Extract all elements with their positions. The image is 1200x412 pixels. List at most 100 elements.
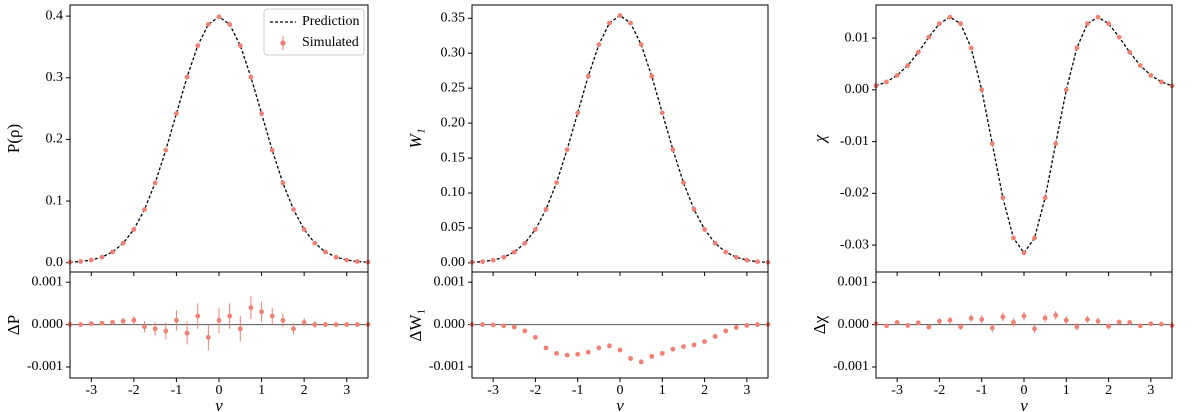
simulated-point — [142, 207, 147, 212]
residual-point — [1011, 320, 1016, 325]
residual-point — [979, 317, 985, 322]
residual-point — [237, 326, 243, 332]
residual-point — [312, 322, 318, 327]
simulated-point — [596, 42, 602, 47]
y-tick-label: 0.001 — [32, 274, 64, 289]
residual-point — [174, 317, 179, 323]
simulated-point — [733, 254, 739, 260]
residual-point — [1074, 324, 1080, 330]
simulated-point — [1148, 72, 1154, 78]
simulated-point — [670, 147, 676, 153]
x-tick-label: -2 — [128, 383, 140, 398]
simulated-point — [1116, 34, 1122, 40]
residual-point — [744, 323, 750, 328]
residual-point — [617, 347, 623, 353]
y-tick-label: -0.001 — [27, 359, 63, 374]
residual-point — [638, 359, 644, 365]
simulated-point — [947, 14, 953, 20]
y-tick-label: -0.03 — [840, 237, 869, 252]
simulated-point — [1021, 250, 1027, 256]
residual-point — [480, 322, 485, 327]
residual-point — [354, 322, 360, 327]
simulated-point — [649, 73, 655, 79]
y-tick-label: -0.001 — [429, 359, 465, 374]
simulated-point — [979, 87, 985, 93]
residual-point — [333, 322, 339, 327]
x-tick-label: 1 — [659, 383, 666, 398]
legend-marker — [280, 40, 286, 46]
simulated-point — [1074, 45, 1080, 51]
legend-label: Prediction — [302, 14, 360, 29]
x-axis-label: ν — [215, 396, 223, 412]
simulated-point — [291, 207, 296, 212]
residual-point — [248, 305, 254, 311]
residual-point — [1000, 314, 1006, 320]
residual-point — [670, 346, 676, 352]
simulated-point — [490, 257, 496, 263]
residual-point — [968, 315, 974, 321]
simulated-point — [894, 72, 900, 78]
residual-point — [259, 309, 264, 315]
x-tick-label: 0 — [617, 383, 624, 398]
residual-point — [691, 342, 697, 348]
simulated-point — [248, 74, 254, 80]
x-tick-label: 2 — [701, 383, 708, 398]
residual-point — [723, 328, 729, 334]
residual-point — [142, 324, 147, 330]
residual-point — [301, 320, 307, 325]
residual-point — [894, 320, 900, 325]
simulated-point — [152, 180, 158, 186]
residual-point — [1021, 313, 1027, 319]
simulated-point — [564, 147, 570, 153]
residual-point — [110, 320, 115, 325]
simulated-point — [1032, 235, 1037, 241]
simulated-point — [354, 259, 360, 264]
residual-point — [78, 322, 84, 327]
residual-point — [1116, 319, 1122, 325]
simulated-point — [205, 21, 211, 27]
residual-point — [554, 351, 559, 356]
simulated-point — [312, 240, 318, 246]
y-tick-label: 0.20 — [441, 115, 466, 130]
simulated-point — [937, 21, 942, 27]
panel-frame — [69, 271, 369, 379]
simulated-point — [344, 257, 350, 263]
simulated-point — [301, 227, 307, 232]
simulated-point — [216, 14, 222, 20]
simulated-point — [884, 79, 889, 85]
simulated-point — [501, 254, 507, 260]
x-tick-label: 3 — [743, 383, 750, 398]
simulated-point — [480, 259, 485, 265]
simulated-point — [617, 13, 623, 18]
y-tick-label: 0.000 — [32, 317, 64, 332]
simulated-point — [681, 180, 686, 186]
simulated-point — [99, 254, 105, 260]
simulated-point — [195, 43, 201, 49]
residual-point — [958, 324, 963, 330]
simulated-point — [628, 20, 633, 26]
simulated-point — [522, 240, 528, 246]
residual-point — [344, 322, 350, 327]
y-tick-label: 0.01 — [845, 30, 870, 45]
residual-point — [1053, 312, 1059, 318]
residual-point — [195, 313, 201, 319]
residual-point — [649, 353, 655, 359]
simulated-point — [269, 147, 275, 153]
prediction-line — [875, 16, 1173, 254]
simulated-point — [638, 42, 644, 47]
residual-point — [152, 326, 158, 332]
x-tick-label: -1 — [572, 383, 584, 398]
x-tick-label: 3 — [343, 383, 350, 398]
x-tick-label: -2 — [530, 383, 542, 398]
y-tick-label: 0.05 — [441, 220, 466, 235]
y-tick-label: 0.35 — [441, 10, 466, 25]
y-tick-label: 0.000 — [838, 317, 870, 332]
simulated-point — [280, 180, 286, 186]
simulated-point — [184, 74, 190, 80]
residual-point — [120, 318, 126, 324]
y-tick-label: 0.2 — [46, 132, 64, 147]
y-tick-label: -0.01 — [840, 134, 869, 149]
x-tick-label: 1 — [258, 383, 265, 398]
residual-point — [1032, 326, 1037, 332]
y-tick-label: 0.25 — [441, 80, 466, 95]
